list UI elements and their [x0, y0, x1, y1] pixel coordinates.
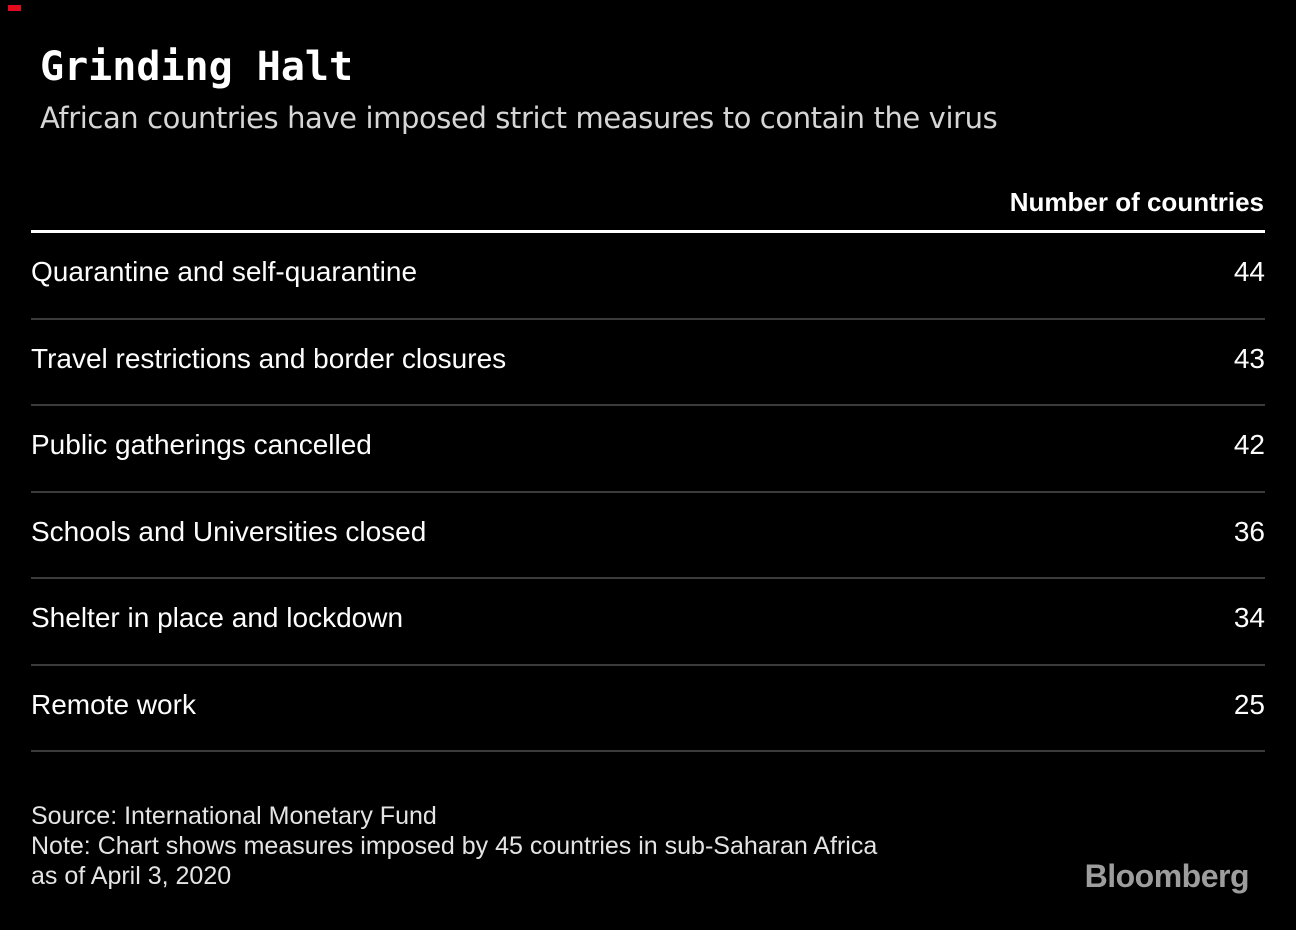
row-label: Quarantine and self-quarantine — [31, 256, 418, 288]
row-label: Public gatherings cancelled — [31, 429, 372, 461]
row-label: Shelter in place and lockdown — [31, 602, 404, 634]
measures-table: Quarantine and self-quarantine 44 Travel… — [31, 233, 1265, 752]
header-rule — [31, 230, 1265, 233]
row-value: 43 — [1233, 342, 1265, 374]
row-value: 25 — [1233, 688, 1265, 720]
footnotes: Source: International Monetary Fund Note… — [31, 801, 877, 891]
table-row: Public gatherings cancelled 42 — [31, 406, 1265, 493]
value-column-header: Number of countries — [1009, 187, 1264, 217]
table-row: Schools and Universities closed 36 — [31, 493, 1265, 579]
row-value: 42 — [1233, 429, 1265, 461]
note-line-2: as of April 3, 2020 — [31, 862, 232, 890]
table-row: Remote work 25 — [31, 666, 1265, 752]
row-label: Travel restrictions and border closures — [31, 342, 507, 374]
table-row: Travel restrictions and border closures … — [31, 320, 1265, 406]
table-row: Shelter in place and lockdown 34 — [31, 579, 1265, 666]
row-value: 34 — [1233, 602, 1265, 634]
table-row: Quarantine and self-quarantine 44 — [31, 233, 1265, 320]
bloomberg-logo: Bloomberg — [1084, 858, 1250, 894]
chart-title: Grinding Halt — [40, 44, 354, 90]
row-value: 36 — [1233, 515, 1265, 547]
brand-red-dash-icon — [8, 5, 21, 11]
chart-subtitle: African countries have imposed strict me… — [40, 101, 998, 135]
row-value: 44 — [1233, 256, 1265, 288]
note-line-1: Note: Chart shows measures imposed by 45… — [31, 832, 878, 860]
row-label: Schools and Universities closed — [31, 515, 427, 547]
source-line: Source: International Monetary Fund — [31, 802, 437, 830]
row-label: Remote work — [31, 688, 196, 720]
